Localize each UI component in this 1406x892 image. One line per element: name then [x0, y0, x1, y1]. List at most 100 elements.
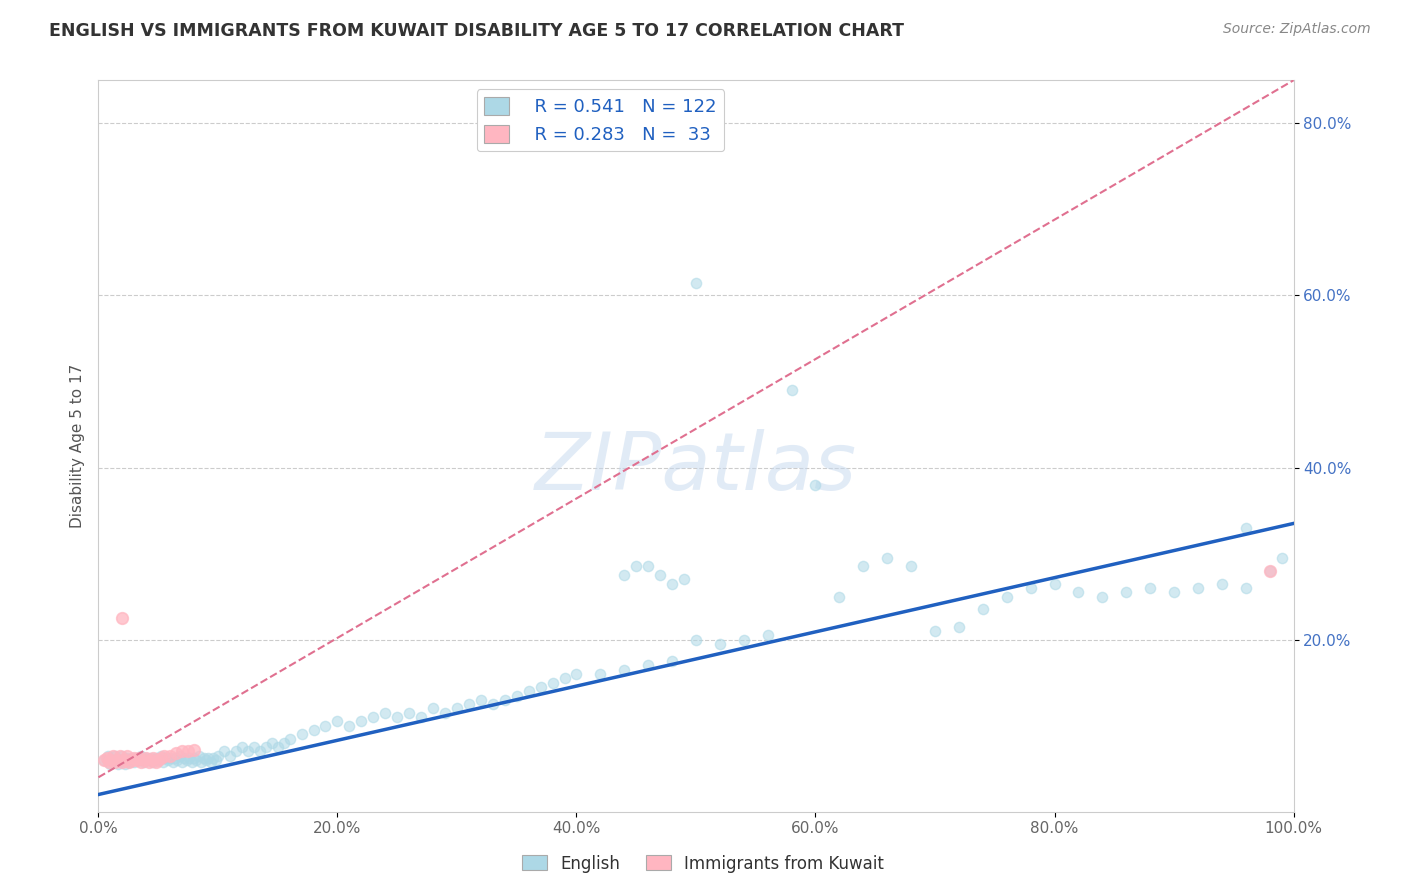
Point: [183, 751, 205, 765]
Point: [159, 748, 181, 763]
Point: [494, 693, 516, 707]
Point: [104, 755, 127, 769]
Point: [565, 667, 588, 681]
Point: [124, 755, 146, 769]
Point: [128, 753, 150, 767]
Point: [98, 753, 122, 767]
Point: [291, 727, 314, 741]
Point: [93, 753, 115, 767]
Point: [148, 753, 170, 767]
Point: [186, 753, 208, 767]
Point: [1139, 581, 1161, 595]
Point: [780, 383, 803, 397]
Point: [458, 697, 481, 711]
Point: [554, 671, 576, 685]
Point: [162, 755, 184, 769]
Point: [125, 751, 148, 765]
Point: [163, 751, 186, 765]
Point: [243, 740, 266, 755]
Point: [1019, 581, 1042, 595]
Point: [172, 755, 194, 769]
Point: [661, 576, 683, 591]
Point: [132, 753, 155, 767]
Text: Source: ZipAtlas.com: Source: ZipAtlas.com: [1223, 22, 1371, 37]
Point: [613, 663, 636, 677]
Point: [115, 751, 138, 765]
Point: [278, 731, 301, 746]
Point: [398, 706, 420, 720]
Point: [673, 573, 696, 587]
Point: [200, 755, 222, 769]
Point: [148, 753, 170, 767]
Point: [107, 757, 129, 772]
Point: [135, 751, 157, 765]
Point: [96, 751, 118, 765]
Point: [138, 753, 160, 767]
Point: [212, 744, 235, 758]
Point: [104, 748, 127, 763]
Point: [236, 744, 259, 758]
Point: [637, 658, 659, 673]
Point: [172, 744, 194, 758]
Point: [225, 744, 247, 758]
Point: [138, 755, 160, 769]
Point: [1211, 576, 1233, 591]
Point: [165, 746, 187, 760]
Point: [142, 755, 165, 769]
Point: [204, 753, 226, 767]
Point: [1067, 585, 1090, 599]
Point: [995, 590, 1018, 604]
Point: [173, 751, 195, 765]
Point: [195, 753, 218, 767]
Point: [733, 632, 755, 647]
Point: [128, 751, 150, 765]
Point: [1187, 581, 1209, 595]
Point: [530, 680, 553, 694]
Point: [93, 753, 115, 767]
Point: [876, 550, 898, 565]
Point: [1091, 590, 1114, 604]
Point: [972, 602, 994, 616]
Point: [339, 719, 361, 733]
Point: [202, 751, 225, 765]
Text: ENGLISH VS IMMIGRANTS FROM KUWAIT DISABILITY AGE 5 TO 17 CORRELATION CHART: ENGLISH VS IMMIGRANTS FROM KUWAIT DISABI…: [49, 22, 904, 40]
Point: [139, 753, 162, 767]
Point: [254, 740, 277, 755]
Point: [385, 710, 409, 724]
Point: [135, 751, 157, 765]
Point: [187, 748, 209, 763]
Point: [111, 748, 134, 763]
Point: [470, 693, 492, 707]
Point: [648, 568, 672, 582]
Point: [111, 755, 134, 769]
Point: [101, 753, 124, 767]
Point: [197, 750, 219, 764]
Point: [613, 568, 636, 582]
Legend:   R = 0.541   N = 122,   R = 0.283   N =  33: R = 0.541 N = 122, R = 0.283 N = 33: [477, 89, 724, 152]
Point: [924, 624, 946, 638]
Point: [152, 755, 174, 769]
Point: [517, 684, 540, 698]
Point: [180, 755, 202, 769]
Text: ZIPatlas: ZIPatlas: [534, 429, 858, 507]
Point: [302, 723, 325, 737]
Point: [149, 751, 172, 765]
Point: [434, 706, 457, 720]
Point: [118, 755, 141, 769]
Point: [131, 755, 153, 769]
Point: [169, 748, 191, 763]
Point: [124, 751, 146, 765]
Point: [155, 751, 177, 765]
Point: [149, 748, 172, 763]
Point: [804, 477, 827, 491]
Point: [481, 697, 505, 711]
Point: [98, 757, 122, 772]
Point: [121, 750, 143, 764]
Point: [231, 740, 253, 755]
Point: [114, 753, 136, 767]
Point: [350, 714, 373, 729]
Point: [125, 753, 148, 767]
Point: [107, 753, 129, 767]
Point: [114, 757, 136, 772]
Point: [121, 753, 143, 767]
